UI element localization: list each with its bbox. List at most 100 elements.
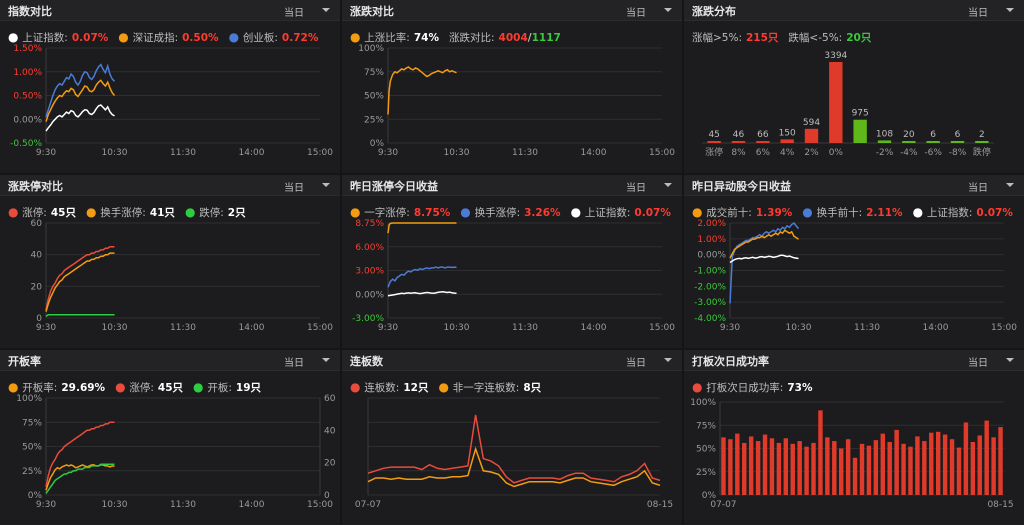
data-label: 20: [903, 130, 915, 140]
panel-p7: 开板率 当日 ● 开板率: 29.69% ● 涨停: 45只 ● 开板: 19只 100% 75%…: [0, 350, 340, 525]
tick-label: 0.00%: [697, 251, 726, 261]
bar: [942, 434, 948, 495]
tick-label: 07-07: [355, 500, 381, 510]
panel-p9: 打板次日成功率 当日 ● 打板次日成功率: 73% 100% 75% 50% 25% 0% 07-…: [684, 350, 1024, 525]
legend-item: ● 涨停: 45只: [115, 380, 183, 394]
bar: [935, 431, 941, 495]
tick-label: 14:00: [239, 323, 265, 333]
period-select[interactable]: 当日: [968, 358, 988, 369]
period-select[interactable]: 当日: [626, 183, 646, 194]
tick-label: 60: [31, 219, 43, 229]
legend-dot-icon: ●: [8, 380, 23, 394]
bar: [998, 427, 1003, 495]
tick-label: 100%: [16, 394, 42, 404]
chart-svg: 1.50% 1.00% 0.50% 0.00% -0.50%9:30 10:30 11:30…: [10, 44, 333, 158]
legend-value: 8只: [523, 382, 542, 394]
tick-label: 11:30: [854, 323, 880, 333]
bar: [818, 410, 823, 495]
legend-dot-icon: ●: [228, 30, 243, 44]
legend-dot-icon: ●: [350, 205, 365, 219]
tick-label: 0%: [702, 491, 717, 501]
chart-svg: 2.00% 1.00% 0.00% -1.00% -2.00% -3.00% -4.00%9…: [694, 219, 1017, 333]
tick-label: 14:00: [923, 323, 949, 333]
legend: ● 上证指数: 0.07% ● 深证成指: 0.50% ● 创业板: 0.72%: [8, 30, 328, 45]
legend-item: ● 上涨比率: 74%: [350, 30, 439, 44]
period-select[interactable]: 当日: [626, 8, 646, 19]
period-select[interactable]: 当日: [968, 183, 988, 194]
legend-label: 一字涨停:: [364, 207, 410, 219]
chevron-down-icon[interactable]: [322, 358, 330, 362]
chevron-down-icon[interactable]: [322, 183, 330, 187]
data-label: 6: [930, 130, 936, 140]
chart-svg: 07-07 08-15: [355, 397, 673, 510]
legend-label: 成交前十:: [706, 207, 752, 219]
tick-label: 20: [31, 282, 43, 292]
legend-label: 涨跌对比:: [448, 32, 495, 44]
legend-dot-icon: ●: [438, 380, 453, 394]
legend-label: 上证指数:: [926, 207, 973, 219]
series-line: [729, 221, 800, 304]
bar: [756, 141, 770, 143]
tick-label: 14:00: [239, 148, 265, 158]
period-select[interactable]: 当日: [968, 8, 988, 19]
data-label: 3394: [824, 51, 847, 61]
series-line: [45, 79, 116, 122]
tick-label: 14:00: [581, 323, 607, 333]
panel-title: 指数对比: [8, 5, 52, 18]
series-line: [45, 63, 116, 118]
bar: [873, 440, 879, 495]
data-label: 66: [757, 130, 769, 140]
chevron-down-icon[interactable]: [322, 8, 330, 12]
legend-item: ● 换手前十: 2.11%: [802, 205, 902, 219]
bar: [783, 438, 789, 495]
tick-label: 50%: [22, 443, 42, 453]
chevron-down-icon[interactable]: [1006, 358, 1014, 362]
tick-label: -2.00%: [694, 282, 726, 292]
legend-value: 41只: [149, 207, 175, 219]
legend-label: 涨停:: [22, 207, 47, 219]
bar: [963, 422, 969, 495]
chevron-down-icon[interactable]: [664, 183, 672, 187]
tick-label: 3.00%: [355, 267, 384, 277]
legend-dot-icon: ●: [8, 30, 23, 44]
period-select[interactable]: 当日: [284, 183, 304, 194]
bar: [762, 434, 768, 495]
panel-p3: 涨跌分布 当日 涨幅>5%: 215只 跌幅<-5%: 20只 45 涨停 46 8% 66 6% 15…: [684, 0, 1024, 173]
panel-header: 涨跌分布 当日: [684, 0, 1024, 21]
panel-header: 昨日涨停今日收益 当日: [342, 175, 682, 196]
panel-p5: 昨日涨停今日收益 当日 ● 一字涨停: 8.75% ● 换手涨停: 3.26% ● 上证指数…: [342, 175, 682, 348]
legend-item: ● 创业板: 0.72%: [228, 30, 319, 44]
panel-header: 指数对比 当日: [0, 0, 340, 21]
legend-label: 深证成指:: [132, 32, 179, 44]
data-label: 108: [876, 129, 893, 139]
bar: [950, 141, 965, 143]
tick-label: 14:00: [239, 500, 265, 510]
data-label: 46: [733, 130, 745, 140]
bar: [975, 141, 989, 143]
legend-item: ● 跌停: 2只: [185, 205, 246, 219]
tick-label: 14:00: [581, 148, 607, 158]
legend-dot-icon: ●: [350, 380, 365, 394]
chevron-down-icon[interactable]: [1006, 8, 1014, 12]
bar: [742, 442, 747, 495]
panel-title: 涨跌分布: [692, 5, 736, 18]
legend-label: 创业板:: [242, 32, 278, 44]
bar: [832, 441, 837, 495]
chevron-down-icon[interactable]: [664, 8, 672, 12]
panel-p8: 连板数 当日 ● 连板数: 12只 ● 非一字连板数: 8只 07-07 08-15: [342, 350, 682, 525]
tick-label: 11:30: [170, 323, 196, 333]
period-select[interactable]: 当日: [626, 358, 646, 369]
period-select[interactable]: 当日: [284, 8, 304, 19]
bar: [902, 141, 916, 143]
bar: [728, 439, 733, 495]
tick-label: 07-07: [710, 500, 736, 510]
series-line: [729, 254, 799, 264]
bar: [825, 437, 830, 495]
legend-label: 连板数:: [364, 382, 400, 394]
tick-label: 9:30: [36, 323, 56, 333]
period-select[interactable]: 当日: [284, 358, 304, 369]
legend-item: ● 打板次日成功率: 73%: [692, 380, 812, 394]
chevron-down-icon[interactable]: [1006, 183, 1014, 187]
tick-label: 0%: [28, 491, 43, 501]
chevron-down-icon[interactable]: [664, 358, 672, 362]
